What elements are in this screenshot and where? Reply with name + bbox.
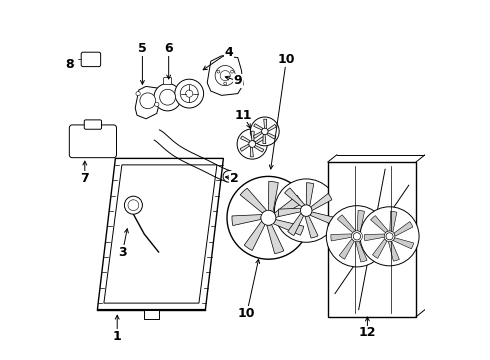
Circle shape xyxy=(262,128,268,135)
Text: 6: 6 xyxy=(164,42,173,55)
Circle shape xyxy=(136,91,140,96)
Polygon shape xyxy=(251,131,254,141)
Circle shape xyxy=(175,79,204,108)
Text: 8: 8 xyxy=(65,58,74,71)
Polygon shape xyxy=(337,215,356,233)
Circle shape xyxy=(154,84,181,111)
Polygon shape xyxy=(357,210,365,232)
Circle shape xyxy=(231,70,234,73)
Polygon shape xyxy=(135,86,160,119)
Polygon shape xyxy=(250,147,253,157)
Circle shape xyxy=(261,210,276,225)
Text: 11: 11 xyxy=(234,109,252,122)
Circle shape xyxy=(215,66,235,86)
Polygon shape xyxy=(98,158,223,310)
Circle shape xyxy=(180,85,198,103)
Polygon shape xyxy=(310,212,333,224)
Polygon shape xyxy=(331,234,352,241)
FancyBboxPatch shape xyxy=(69,125,117,158)
Circle shape xyxy=(300,205,312,216)
Polygon shape xyxy=(372,239,387,258)
Circle shape xyxy=(155,102,159,107)
Circle shape xyxy=(223,171,235,182)
FancyBboxPatch shape xyxy=(81,52,100,67)
Polygon shape xyxy=(274,195,302,218)
Text: 7: 7 xyxy=(80,172,89,185)
Circle shape xyxy=(274,179,338,242)
Polygon shape xyxy=(240,144,249,151)
Circle shape xyxy=(237,129,268,159)
Text: 2: 2 xyxy=(230,172,239,185)
Polygon shape xyxy=(389,241,399,261)
Text: 9: 9 xyxy=(234,75,242,87)
Text: 4: 4 xyxy=(224,46,233,59)
Text: 10: 10 xyxy=(238,307,256,320)
Circle shape xyxy=(360,207,419,266)
Polygon shape xyxy=(269,181,278,212)
Polygon shape xyxy=(264,119,267,129)
Circle shape xyxy=(160,89,175,105)
Polygon shape xyxy=(394,221,413,236)
Circle shape xyxy=(353,233,361,240)
Polygon shape xyxy=(273,220,304,235)
Polygon shape xyxy=(361,221,381,236)
Polygon shape xyxy=(278,208,301,216)
Polygon shape xyxy=(370,216,389,233)
Circle shape xyxy=(186,90,193,97)
Circle shape xyxy=(250,117,279,146)
Polygon shape xyxy=(232,215,262,226)
Polygon shape xyxy=(305,216,318,238)
Polygon shape xyxy=(365,234,385,241)
Circle shape xyxy=(224,82,227,85)
Polygon shape xyxy=(288,213,304,235)
Polygon shape xyxy=(360,238,382,249)
Polygon shape xyxy=(306,183,314,206)
FancyBboxPatch shape xyxy=(164,77,171,85)
Circle shape xyxy=(386,233,393,240)
Circle shape xyxy=(128,200,139,211)
Polygon shape xyxy=(390,211,397,232)
Circle shape xyxy=(351,231,363,242)
Text: 3: 3 xyxy=(118,246,127,258)
Polygon shape xyxy=(356,241,367,262)
Polygon shape xyxy=(263,134,266,144)
Polygon shape xyxy=(311,193,332,211)
Polygon shape xyxy=(104,165,217,303)
Polygon shape xyxy=(267,133,276,139)
Text: 10: 10 xyxy=(278,53,295,66)
Polygon shape xyxy=(207,56,243,95)
Text: 5: 5 xyxy=(138,42,147,55)
Circle shape xyxy=(249,141,255,147)
Polygon shape xyxy=(254,145,264,152)
Circle shape xyxy=(326,206,388,267)
Circle shape xyxy=(220,71,230,81)
Polygon shape xyxy=(240,188,267,213)
Circle shape xyxy=(227,176,310,259)
Polygon shape xyxy=(254,124,263,130)
Text: 12: 12 xyxy=(359,327,376,339)
Circle shape xyxy=(140,93,156,109)
Polygon shape xyxy=(253,131,262,139)
Text: 1: 1 xyxy=(113,330,122,343)
Polygon shape xyxy=(339,239,354,259)
Circle shape xyxy=(217,70,220,73)
Polygon shape xyxy=(268,124,276,131)
FancyBboxPatch shape xyxy=(84,120,101,129)
Polygon shape xyxy=(285,188,305,207)
Polygon shape xyxy=(255,137,264,144)
Circle shape xyxy=(124,196,143,214)
Polygon shape xyxy=(393,238,414,249)
Polygon shape xyxy=(245,221,265,251)
FancyBboxPatch shape xyxy=(144,310,159,319)
Polygon shape xyxy=(267,225,284,254)
Polygon shape xyxy=(241,136,250,143)
Polygon shape xyxy=(328,162,416,317)
Circle shape xyxy=(384,231,395,242)
